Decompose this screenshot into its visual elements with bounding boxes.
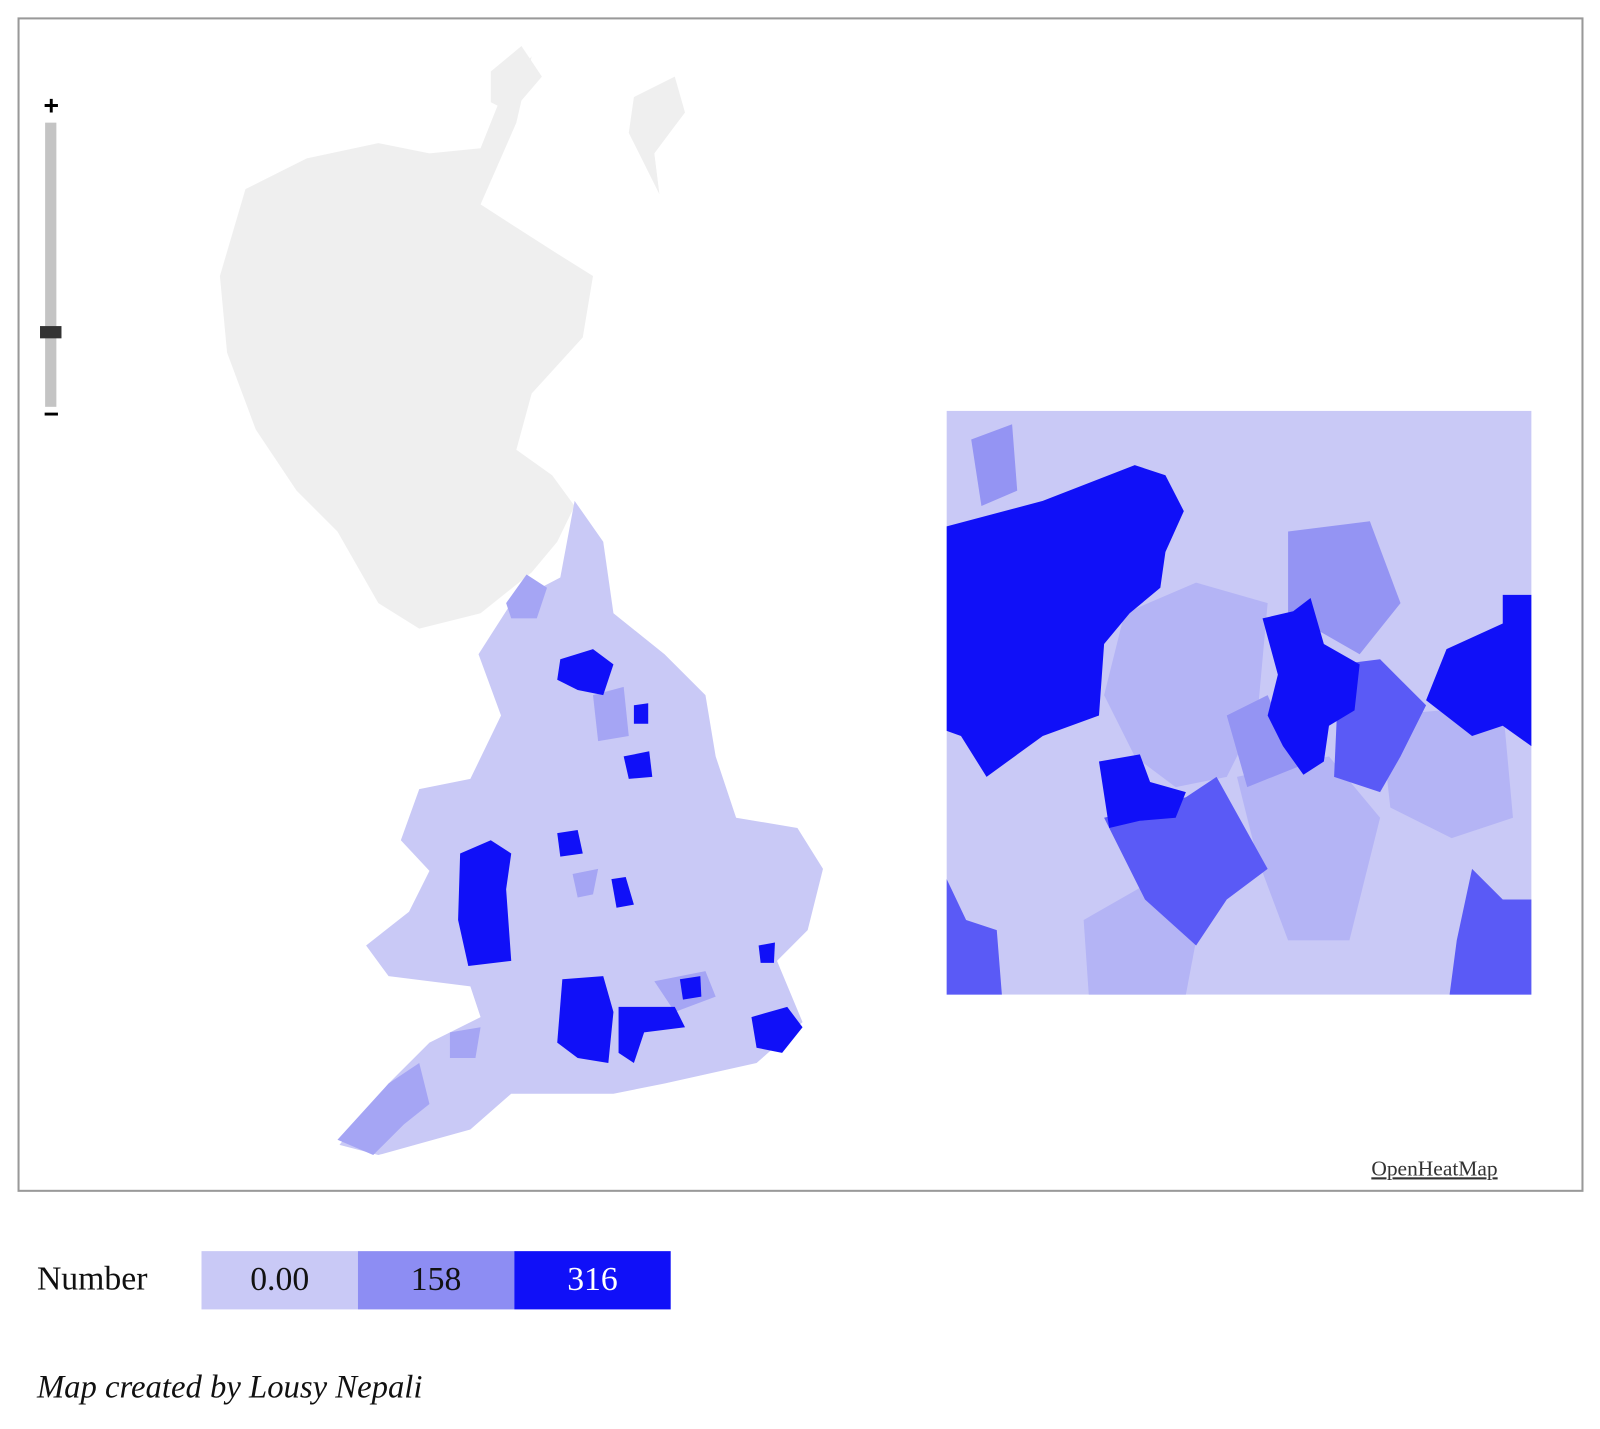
zoom-control: + − [40,90,62,429]
high-regions [458,649,803,1064]
region [758,942,775,963]
zoom-track[interactable] [45,122,57,407]
attribution-link[interactable]: OpenHeatMap [1371,1156,1497,1180]
great-britain-map [219,45,823,1156]
region [557,649,614,696]
region [946,879,1002,995]
inset-high-regions [946,465,1532,828]
region [971,424,1018,506]
region [946,465,1184,777]
region [751,1006,803,1053]
region [1449,868,1532,995]
region [458,840,512,966]
region [337,1063,430,1156]
region [506,574,548,619]
legend: Number 0.00 158 316 [37,1251,671,1310]
region [1098,754,1186,828]
region [1426,594,1532,747]
region [611,877,634,908]
region [618,1006,686,1064]
region [1236,756,1381,941]
region [1262,597,1360,775]
legend-label: 316 [567,1261,618,1298]
region [623,751,653,779]
legend-title: Number [37,1261,148,1298]
region [572,868,599,898]
region [633,703,649,724]
region [1104,582,1268,788]
region [1226,695,1299,788]
region [557,830,583,857]
region [1380,705,1513,839]
caption: Map created by Lousy Nepali [36,1370,423,1406]
zoom-in[interactable]: + [43,90,59,120]
legend-swatch [514,1251,671,1310]
london-inset [946,410,1532,995]
region [449,1027,481,1058]
region [679,976,702,1000]
northern-isles [490,45,686,195]
region [1334,659,1427,793]
legend-label: 0.00 [250,1261,309,1298]
legend-label: 158 [411,1261,462,1298]
region [593,686,629,742]
legend-swatch [201,1251,358,1310]
zoom-handle[interactable] [40,326,62,339]
legend-swatch [357,1251,515,1310]
scotland [219,56,594,629]
zoom-out[interactable]: − [43,399,59,429]
region [557,976,614,1064]
